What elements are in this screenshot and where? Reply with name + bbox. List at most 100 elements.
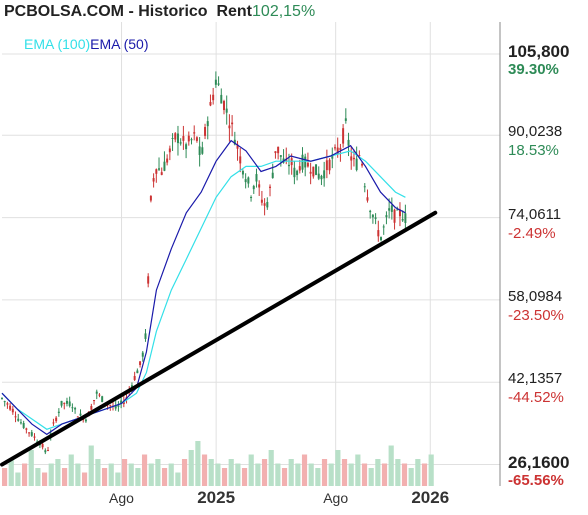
candle-body bbox=[306, 162, 309, 167]
volume-bar bbox=[175, 472, 181, 486]
volume-bar bbox=[21, 463, 28, 486]
volume-bar bbox=[15, 472, 21, 486]
candle-body bbox=[109, 405, 112, 407]
price-candles bbox=[1, 71, 407, 455]
volume-bar bbox=[95, 459, 101, 486]
candle-body bbox=[98, 394, 101, 396]
candle-body bbox=[220, 94, 223, 104]
volume-bar bbox=[295, 463, 301, 486]
candle-body bbox=[30, 432, 33, 436]
candle-body bbox=[398, 209, 401, 217]
candle-body bbox=[141, 352, 144, 357]
candle-body bbox=[333, 147, 336, 149]
volume-bar bbox=[201, 454, 208, 486]
candle-body bbox=[377, 230, 380, 237]
volume-bar bbox=[361, 463, 368, 486]
candle-body bbox=[152, 178, 155, 182]
candle-body bbox=[101, 396, 104, 402]
candle-body bbox=[1, 397, 3, 399]
candle-body bbox=[363, 186, 366, 188]
x-tick-0: Ago bbox=[109, 490, 134, 506]
volume-bar bbox=[228, 459, 234, 486]
y-tick-price-5: 26,1600 bbox=[508, 452, 570, 472]
x-tick-1: 2025 bbox=[197, 488, 236, 507]
candle-body bbox=[312, 166, 315, 177]
candle-body bbox=[344, 118, 347, 121]
volume-bar bbox=[308, 463, 314, 486]
candle-body bbox=[347, 139, 350, 146]
y-tick-pct-4: -44.52% bbox=[508, 389, 564, 407]
y-tick-pct-3: -23.50% bbox=[508, 306, 564, 324]
candle-body bbox=[114, 405, 117, 409]
volume-bar bbox=[301, 454, 308, 486]
trend-line bbox=[0, 210, 438, 467]
volume-bar bbox=[128, 463, 134, 486]
candle-body bbox=[130, 385, 133, 388]
volume-bar bbox=[315, 468, 321, 486]
volume-bar bbox=[421, 463, 428, 486]
candle-body bbox=[366, 197, 369, 201]
candle-body bbox=[25, 428, 28, 430]
volume-bar bbox=[261, 459, 268, 486]
candle-body bbox=[212, 94, 215, 101]
volume-bar bbox=[355, 454, 361, 486]
volume-bar bbox=[401, 463, 408, 486]
volume-bar bbox=[328, 463, 334, 486]
candle-body bbox=[274, 151, 277, 154]
candle-body bbox=[147, 276, 150, 284]
candle-body bbox=[136, 370, 139, 374]
volume-bar bbox=[155, 459, 161, 486]
y-tick-price-1: 90,0238 bbox=[508, 123, 563, 141]
chart-title: PCBOLSA.COM - Historico bbox=[4, 3, 208, 20]
y-tick-pct-1: 18.53% bbox=[508, 142, 559, 160]
volume-bar bbox=[195, 441, 201, 486]
candle-body bbox=[214, 79, 217, 85]
candle-body bbox=[277, 146, 280, 154]
y-tick-price-0: 105,800 bbox=[508, 41, 570, 61]
candle-body bbox=[260, 199, 263, 203]
volume-bar bbox=[28, 450, 34, 486]
candle-body bbox=[385, 215, 388, 218]
volume-bar bbox=[321, 459, 328, 486]
candle-body bbox=[149, 196, 152, 201]
candle-body bbox=[317, 173, 320, 179]
volume-bar bbox=[255, 463, 261, 486]
candle-body bbox=[174, 133, 177, 140]
candle-body bbox=[65, 400, 68, 404]
candle-body bbox=[293, 167, 296, 178]
candle-body bbox=[93, 400, 96, 402]
candle-body bbox=[120, 400, 123, 404]
y-tick-price-2: 74,0611 bbox=[508, 205, 562, 223]
grid-lines bbox=[2, 22, 501, 486]
candle-body bbox=[269, 186, 272, 188]
volume-bar bbox=[148, 463, 154, 486]
y-tick-pct-5: -65.56% bbox=[508, 471, 564, 489]
candle-body bbox=[182, 136, 185, 141]
candle-body bbox=[342, 128, 345, 144]
volume-bar bbox=[428, 454, 434, 486]
candle-body bbox=[166, 158, 169, 163]
candle-body bbox=[160, 172, 163, 175]
candle-body bbox=[298, 166, 301, 171]
candle-body bbox=[328, 159, 331, 171]
candle-body bbox=[287, 164, 290, 167]
candle-body bbox=[352, 157, 355, 160]
candle-body bbox=[323, 170, 326, 179]
candle-body bbox=[350, 156, 353, 161]
volume-bar bbox=[161, 468, 168, 486]
candle-body bbox=[236, 144, 239, 149]
candle-body bbox=[185, 144, 188, 150]
candle-body bbox=[198, 146, 201, 155]
candle-body bbox=[266, 201, 269, 208]
candle-body bbox=[47, 450, 50, 452]
volume-bar bbox=[108, 463, 114, 486]
volume-bar bbox=[221, 468, 228, 486]
candle-body bbox=[369, 210, 372, 213]
x-tick-3: 2026 bbox=[411, 488, 450, 507]
candle-body bbox=[155, 169, 158, 174]
candle-body bbox=[3, 401, 6, 403]
candle-body bbox=[239, 156, 242, 164]
candle-body bbox=[17, 418, 20, 421]
legend-ema100: EMA (100) bbox=[24, 36, 91, 52]
candle-body bbox=[190, 139, 193, 141]
